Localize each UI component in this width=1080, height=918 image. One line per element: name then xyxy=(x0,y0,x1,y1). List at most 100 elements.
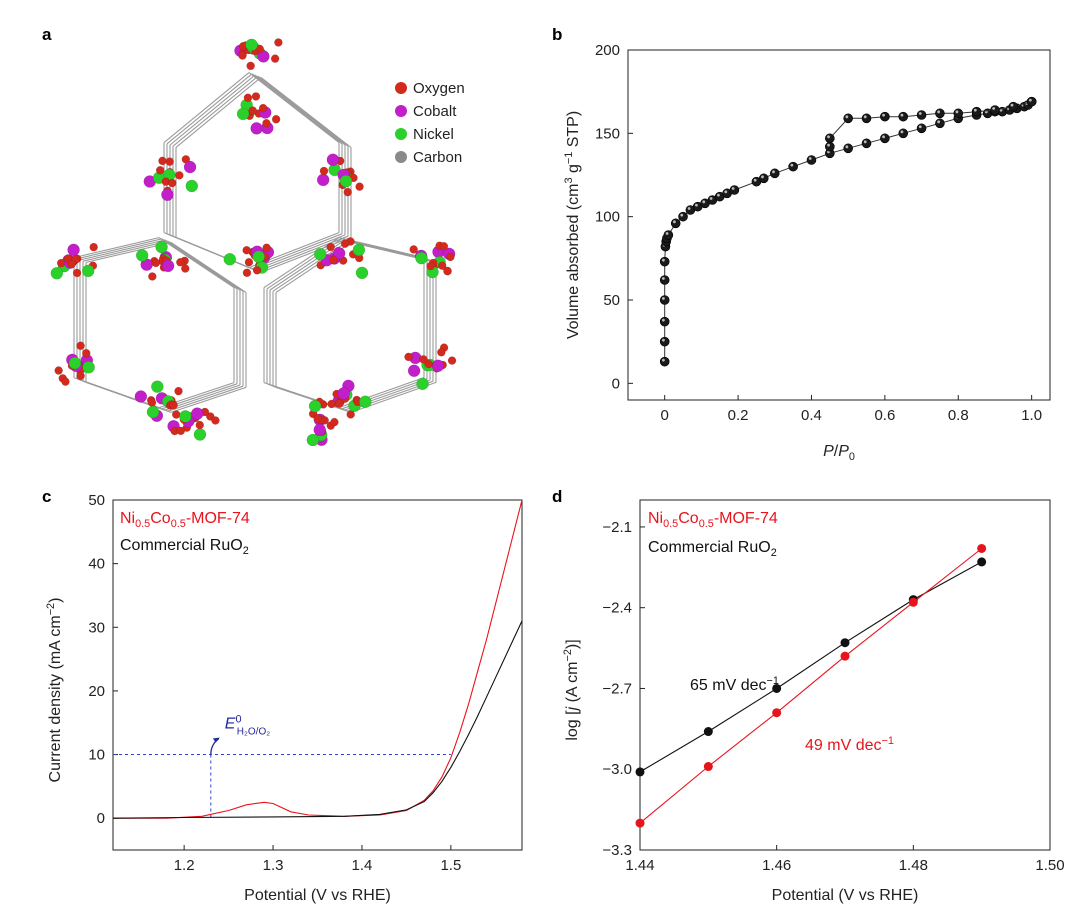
oxygen-atom xyxy=(437,261,447,270)
isotherm-point-desorption xyxy=(935,108,945,119)
cobalt-atom xyxy=(67,243,80,257)
framework-bond xyxy=(170,386,247,413)
oxygen-atom xyxy=(158,156,167,166)
framework-bond xyxy=(254,74,346,146)
oxygen-atom xyxy=(242,245,251,255)
tafel-line-mof xyxy=(639,548,983,824)
x-tick-label: 1.0 xyxy=(1021,407,1042,424)
x-tick-label: 0 xyxy=(661,407,669,424)
y-tick-label: 30 xyxy=(88,619,105,636)
nickel-atom xyxy=(416,377,429,391)
nickel-atom xyxy=(252,250,265,263)
isotherm-point-highlight xyxy=(845,115,849,119)
framework-bond xyxy=(161,238,238,290)
framework-bond xyxy=(172,75,259,147)
nickel-atom xyxy=(50,267,64,280)
isotherm-point-highlight xyxy=(882,135,885,139)
isotherm-point-highlight xyxy=(900,113,904,117)
oxygen-atom xyxy=(270,54,280,63)
isotherm-point-desorption xyxy=(880,111,890,122)
nickel-atom xyxy=(245,38,258,52)
tafel-point-mof xyxy=(635,818,645,828)
cobalt-atom xyxy=(431,359,445,373)
tafel-point-ruo2 xyxy=(703,727,713,737)
cobalt-atom xyxy=(313,423,326,437)
nickel-atom xyxy=(355,266,369,280)
isotherm-point-adsorption xyxy=(659,316,670,327)
isotherm-point-highlight xyxy=(992,107,996,110)
isotherm-point-highlight xyxy=(661,277,665,280)
y-tick-label: −2.1 xyxy=(602,519,632,536)
isotherm-point-adsorption xyxy=(806,155,817,165)
legend-marker-nickel xyxy=(395,128,407,140)
isotherm-point-adsorption xyxy=(678,211,688,222)
y-tick-label: −3.3 xyxy=(602,842,632,859)
oxygen-atom xyxy=(181,264,190,273)
y-axis-label: log [j (A cm−2)] xyxy=(562,639,581,740)
oxygen-atom xyxy=(176,426,186,436)
isotherm-point-highlight xyxy=(882,113,885,117)
legend-label-carbon: Carbon xyxy=(413,149,462,166)
isotherm-point-highlight xyxy=(863,140,867,144)
isotherm-point-adsorption xyxy=(843,143,853,154)
oxygen-atom xyxy=(195,420,205,430)
isotherm-point-highlight xyxy=(661,297,665,300)
oxygen-atom xyxy=(246,61,255,71)
y-tick-label: 0 xyxy=(612,375,620,392)
isotherm-point-adsorption xyxy=(916,123,927,134)
y-tick-label: 0 xyxy=(97,810,105,827)
isotherm-point-desorption xyxy=(843,113,853,124)
nickel-atom xyxy=(68,356,82,370)
framework-bond xyxy=(167,385,244,412)
nickel-atom xyxy=(415,251,428,265)
oxygen-atom xyxy=(167,178,177,188)
x-axis-label: Potential (V vs RHE) xyxy=(772,887,919,904)
isotherm-point-highlight xyxy=(772,170,775,174)
oxygen-atom xyxy=(447,356,457,365)
isotherm-point-adsorption xyxy=(659,356,670,367)
isotherm-point-highlight xyxy=(709,197,713,200)
x-tick-label: 1.44 xyxy=(625,857,654,874)
nickel-atom xyxy=(155,240,168,254)
isotherm-point-highlight xyxy=(845,145,849,149)
isotherm-point-highlight xyxy=(900,130,904,134)
y-tick-label: 200 xyxy=(595,42,620,59)
x-axis-label: Potential (V vs RHE) xyxy=(244,887,391,904)
oxygen-atom xyxy=(148,272,157,281)
isotherm-point-highlight xyxy=(680,213,684,217)
oxygen-atom xyxy=(340,239,350,248)
oxygen-atom xyxy=(329,255,338,265)
tafel-chart: 1.44 1.46 1.48 1.50 −3.3 −3.0 −2.7 −2.4 −2.1 Ni0.… xyxy=(562,499,1065,904)
isotherm-line-adsorption xyxy=(664,101,1033,362)
framework-bond xyxy=(275,386,352,413)
isotherm-point-adsorption xyxy=(670,218,681,229)
tafel-point-mof xyxy=(840,651,850,661)
nickel-atom xyxy=(352,243,366,257)
x-tick-label: 1.5 xyxy=(440,857,461,874)
oxygen-atom xyxy=(251,92,261,101)
framework-bond xyxy=(260,76,352,148)
nickel-atom xyxy=(135,249,149,262)
isotherm-line-desorption xyxy=(829,101,1032,147)
oxygen-atom xyxy=(61,377,70,386)
oxygen-atom xyxy=(271,114,281,124)
oxygen-atom xyxy=(327,399,336,409)
x-tick-label: 1.50 xyxy=(1035,857,1064,874)
oxygen-atom xyxy=(343,187,352,197)
oxygen-atom xyxy=(319,166,329,176)
isotherm-point-adsorption xyxy=(659,275,670,285)
isotherm-point-highlight xyxy=(702,200,706,204)
framework-bond xyxy=(175,236,262,273)
framework-bond xyxy=(164,239,241,291)
framework-bond xyxy=(257,75,349,147)
y-axis-label: Volume absorbed (cm3 g−1 STP) xyxy=(563,111,582,339)
framework-bond xyxy=(167,240,244,292)
nickel-atom xyxy=(185,179,199,193)
oxygen-atom xyxy=(147,398,157,407)
oxygen-atom xyxy=(56,258,66,268)
isotherm-point-highlight xyxy=(761,175,764,179)
isotherm-point-highlight xyxy=(724,190,728,194)
legend-ruo2: Commercial RuO2 xyxy=(648,539,777,559)
cobalt-atom xyxy=(407,364,421,377)
